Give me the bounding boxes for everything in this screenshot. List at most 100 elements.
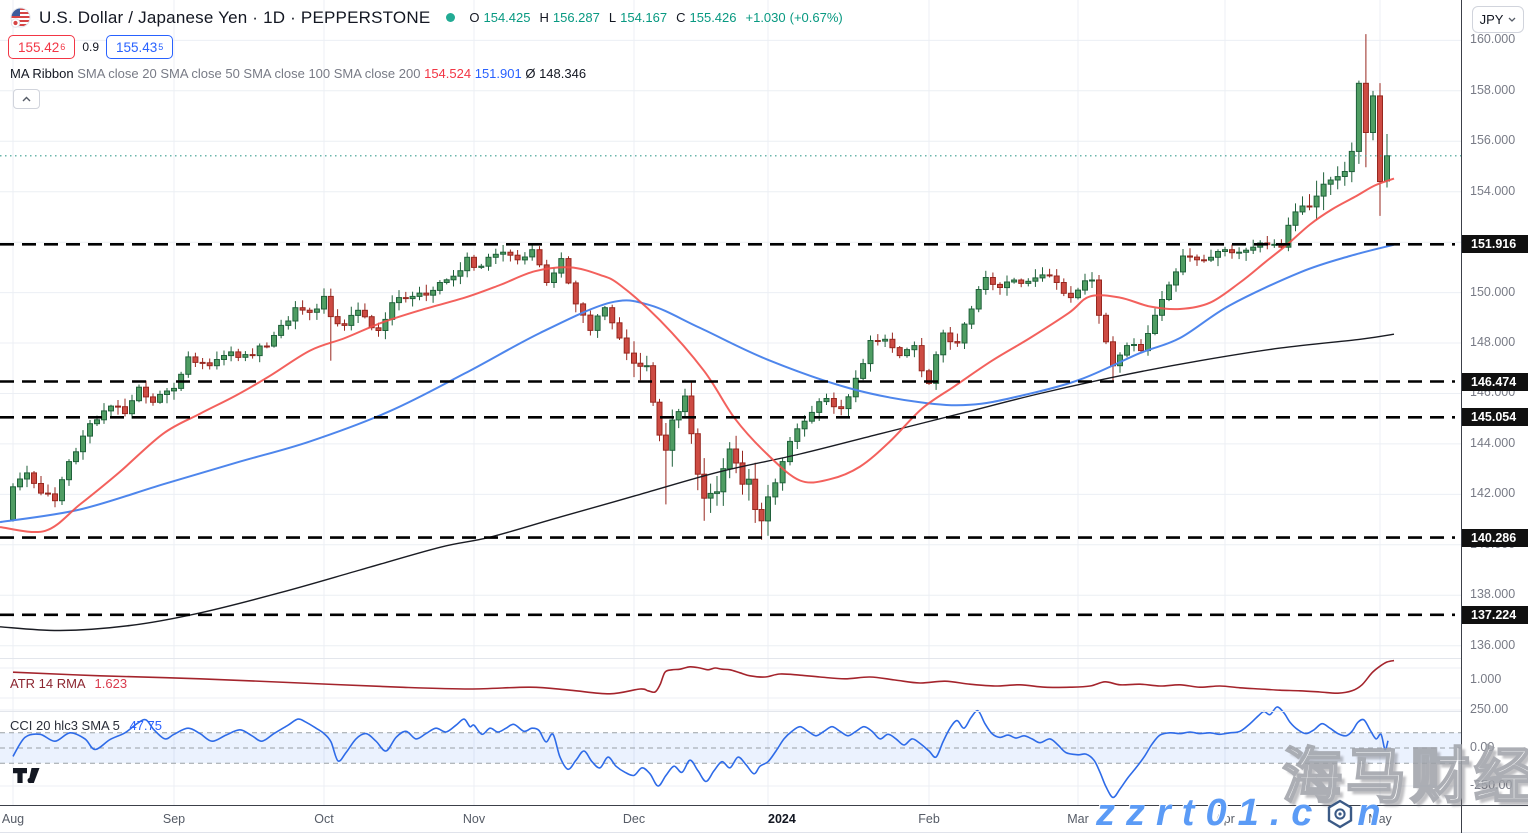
price-axis-border <box>1461 0 1462 833</box>
collapse-legend-button[interactable] <box>13 89 40 109</box>
watermark-site: zzrt01.c n <box>1096 792 1392 833</box>
candle-body <box>1145 333 1151 352</box>
cci-axis-label: -250.00 <box>1470 778 1513 792</box>
candle-body <box>1053 275 1060 283</box>
sell-button[interactable]: 155.42 6 <box>8 35 76 59</box>
candle-body <box>1377 95 1383 183</box>
candle-body <box>368 316 375 329</box>
candle-body <box>66 461 72 481</box>
candle-body <box>1208 256 1214 261</box>
watermark-cjk: 海马财经 <box>1281 742 1528 811</box>
candle-body <box>701 473 708 499</box>
candle-body <box>299 307 306 311</box>
candle-body <box>616 322 623 339</box>
atr-legend[interactable]: ATR 14 RMA 1.623 <box>10 676 127 691</box>
atr-label: ATR 14 RMA <box>10 676 85 691</box>
tradingview-logo[interactable] <box>13 768 47 793</box>
chart-canvas[interactable] <box>0 0 1462 805</box>
candle-body <box>327 295 334 318</box>
candle-body <box>122 406 128 415</box>
time-axis-label: Nov <box>462 812 486 826</box>
candle-body <box>801 420 808 430</box>
candle-body <box>396 297 402 304</box>
candle-body <box>52 493 58 502</box>
candle-body <box>565 258 572 284</box>
candle-body <box>911 345 918 351</box>
time-axis-label: Aug <box>1 812 25 826</box>
level-price-label: 145.054 <box>1462 408 1528 426</box>
candle-body <box>968 308 975 325</box>
candle-body <box>1362 82 1369 134</box>
level-price-label: 140.286 <box>1462 529 1528 547</box>
sma20-line <box>0 177 1395 533</box>
ma-ribbon-legend[interactable]: MA Ribbon SMA close 20 SMA close 50 SMA … <box>10 66 586 81</box>
candle-body <box>80 435 86 453</box>
candle-body <box>1313 195 1320 208</box>
candle-body <box>1355 82 1362 152</box>
candle-body <box>745 478 752 485</box>
pane-separator[interactable] <box>0 711 1528 712</box>
candle-body <box>1236 251 1243 254</box>
candle-body <box>1194 256 1200 261</box>
symbol-flag-icon <box>10 7 31 28</box>
time-axis[interactable]: Aug Sep Oct Nov Dec 2024 Feb Mar Apr May <box>0 805 1528 833</box>
candle-body <box>947 332 954 343</box>
candle-body <box>580 303 587 316</box>
candle-body <box>675 411 682 421</box>
candle-body <box>1292 211 1299 226</box>
candle-body <box>926 370 932 384</box>
candle-body <box>882 338 889 342</box>
candle-body <box>334 316 341 325</box>
level-price-label: 137.224 <box>1462 606 1528 624</box>
price-tick-label: 136.000 <box>1470 638 1516 652</box>
candle-body <box>669 419 676 451</box>
candle-body <box>292 307 299 322</box>
candle-body <box>1011 279 1018 283</box>
candle-body <box>529 249 536 258</box>
market-status-dot[interactable] <box>446 13 456 22</box>
candle-body <box>355 309 362 316</box>
candle-body <box>601 307 608 317</box>
candle-body <box>707 492 714 499</box>
candle-body <box>129 400 135 415</box>
candle-body <box>464 256 471 272</box>
candle-body <box>572 282 579 305</box>
candle-body <box>623 337 630 354</box>
candle-body <box>1285 224 1292 248</box>
symbol-title[interactable]: U.S. Dollar / Japanese Yen · 1D · PEPPER… <box>39 7 431 27</box>
candle-body <box>662 434 669 451</box>
candle-body <box>514 254 521 261</box>
candle-body <box>1334 176 1341 181</box>
cci-value: 47.75 <box>129 718 162 733</box>
price-tick-label: 158.000 <box>1470 83 1516 97</box>
currency-dropdown[interactable]: JPY <box>1472 6 1524 33</box>
candle-body <box>521 256 528 261</box>
price-axis[interactable]: JPY 160.000158.000156.000154.000152.0001… <box>1462 0 1528 805</box>
cci-legend[interactable]: CCI 20 hlc3 SMA 5 47.75 <box>10 718 162 733</box>
candle-body <box>631 352 637 364</box>
candle-body <box>436 282 443 291</box>
candle-body <box>73 451 79 463</box>
candle-body <box>594 315 601 331</box>
pane-separator[interactable] <box>0 658 1528 659</box>
candle-body <box>838 406 845 410</box>
candle-body <box>940 332 947 356</box>
candle-body <box>860 363 867 379</box>
candle-body <box>772 482 779 498</box>
candle-body <box>306 309 313 313</box>
candle-body <box>982 277 989 290</box>
buy-button[interactable]: 155.43 5 <box>106 35 174 59</box>
candle-body <box>779 461 786 484</box>
candle-body <box>1138 344 1144 352</box>
price-tick-label: 138.000 <box>1470 587 1516 601</box>
candle-body <box>492 253 499 258</box>
candle-body <box>321 295 327 310</box>
candle-body <box>249 354 256 357</box>
price-tick-label: 154.000 <box>1470 184 1516 198</box>
candle-body <box>787 440 793 463</box>
sma200-line <box>0 333 1395 632</box>
candle-body <box>450 275 457 281</box>
candle-body <box>285 320 292 326</box>
atr-line <box>12 659 1395 695</box>
candle-body <box>271 335 277 347</box>
